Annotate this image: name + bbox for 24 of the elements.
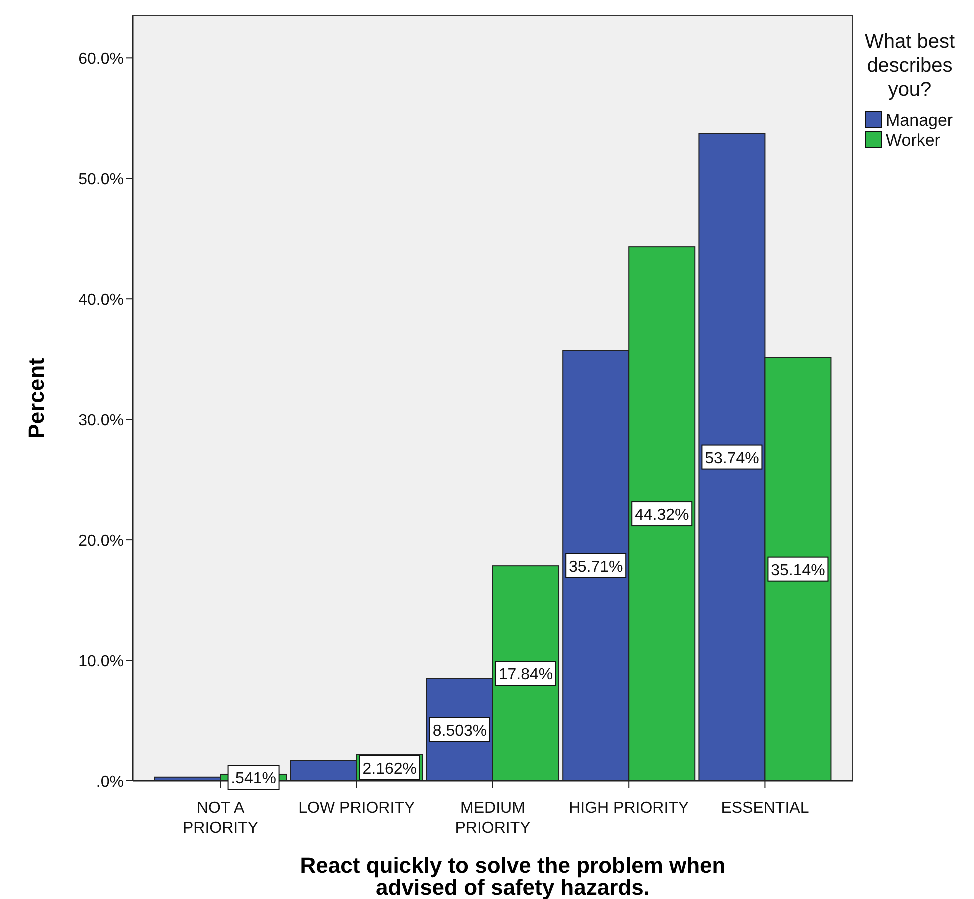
data-label: 35.14% <box>771 562 826 580</box>
y-tick-label: 30.0% <box>78 412 124 430</box>
data-label: 8.503% <box>432 722 488 740</box>
y-tick-label: 40.0% <box>78 292 124 310</box>
legend-label: Worker <box>886 131 941 150</box>
y-tick-label: 20.0% <box>78 533 124 550</box>
x-tick-label: ESSENTIAL <box>721 800 810 817</box>
legend-title: What best describes you? <box>864 31 956 101</box>
y-axis-title: Percent <box>24 357 49 439</box>
x-tick-label: NOT A PRIORITY <box>183 800 259 837</box>
data-label: 17.84% <box>498 666 554 684</box>
data-label: 53.74% <box>705 450 760 468</box>
y-tick-label: .0% <box>96 774 124 791</box>
x-tick-label: LOW PRIORITY <box>298 800 416 817</box>
y-tick-label: 10.0% <box>78 654 124 671</box>
x-tick-label: HIGH PRIORITY <box>569 800 690 817</box>
legend-label: Manager <box>886 111 954 130</box>
data-label: 44.32% <box>634 507 690 524</box>
data-label: 2.162% <box>362 760 418 778</box>
y-tick-label: 50.0% <box>78 172 124 189</box>
y-tick-label: 60.0% <box>78 51 124 68</box>
data-label: .541% <box>231 770 276 788</box>
x-tick-label: MEDIUM PRIORITY <box>455 800 532 837</box>
data-label: 35.71% <box>568 558 624 576</box>
